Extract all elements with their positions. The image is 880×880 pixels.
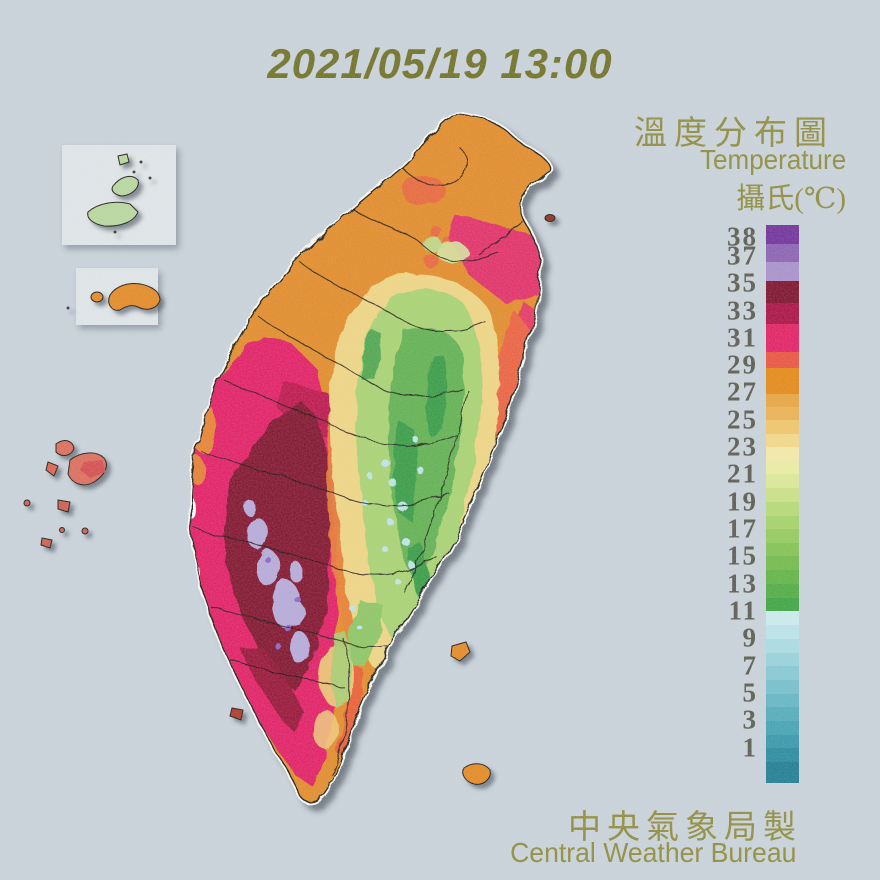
colorbar-tick: 9 — [742, 622, 758, 653]
colorbar-segment — [766, 394, 799, 407]
colorbar-segment — [766, 707, 799, 721]
green-island — [450, 641, 471, 662]
colorbar-segment — [766, 625, 799, 639]
orchid-island — [462, 763, 491, 785]
colorbar-segment — [766, 680, 799, 694]
colorbar-segment — [766, 653, 799, 666]
colorbar-segment — [766, 666, 799, 680]
colorbar-segment — [766, 735, 799, 748]
colorbar-segment — [766, 244, 799, 262]
colorbar-segment — [766, 225, 799, 244]
colorbar-segment — [766, 584, 799, 598]
colorbar-tick: 1 — [742, 732, 758, 763]
colorbar-segment — [766, 516, 799, 529]
temperature-colorbar — [766, 225, 799, 783]
colorbar-segment — [766, 352, 799, 368]
colorbar-segment — [766, 474, 799, 488]
guishan-island — [544, 214, 556, 222]
colorbar-segment — [766, 639, 799, 653]
colorbar-segment — [766, 748, 799, 762]
matsu-inset-islands — [87, 153, 152, 234]
penghu-islands — [23, 440, 107, 549]
colorbar-tick: 15 — [727, 540, 758, 571]
colorbar-segment — [766, 447, 799, 461]
colorbar-tick: 27 — [727, 376, 758, 407]
colorbar-segment — [766, 721, 799, 735]
colorbar-segment — [766, 762, 799, 783]
colorbar-segment — [766, 598, 799, 611]
colorbar-segment — [766, 262, 799, 281]
colorbar-segment — [766, 303, 799, 324]
colorbar-segment — [766, 529, 799, 543]
colorbar-segment — [766, 488, 799, 502]
liuqiu-island — [229, 707, 244, 721]
colorbar-segment — [766, 368, 799, 394]
colorbar-segment — [766, 556, 799, 570]
colorbar-segment — [766, 407, 799, 420]
colorbar-tick: 3 — [742, 704, 758, 735]
legend-unit-label: 攝氏(℃) — [736, 183, 846, 215]
colorbar-segment — [766, 611, 799, 625]
colorbar-segment — [766, 694, 799, 707]
credit-en: Central Weather Bureau — [509, 837, 796, 868]
colorbar-segment — [766, 502, 799, 516]
colorbar-segment — [766, 461, 799, 474]
colorbar-tick: 35 — [727, 267, 758, 298]
colorbar-segment — [766, 420, 799, 434]
colorbar-tick: 21 — [727, 458, 758, 489]
colorbar-segment — [766, 570, 799, 584]
datetime-title: 2021/05/19 13:00 — [267, 40, 613, 87]
colorbar-segment — [766, 324, 799, 352]
colorbar-segment — [766, 543, 799, 556]
colorbar-segment — [766, 434, 799, 447]
kinmen-inset-island — [66, 283, 161, 311]
legend-title-en: Temperature — [699, 144, 846, 175]
colorbar-segment — [766, 281, 799, 303]
